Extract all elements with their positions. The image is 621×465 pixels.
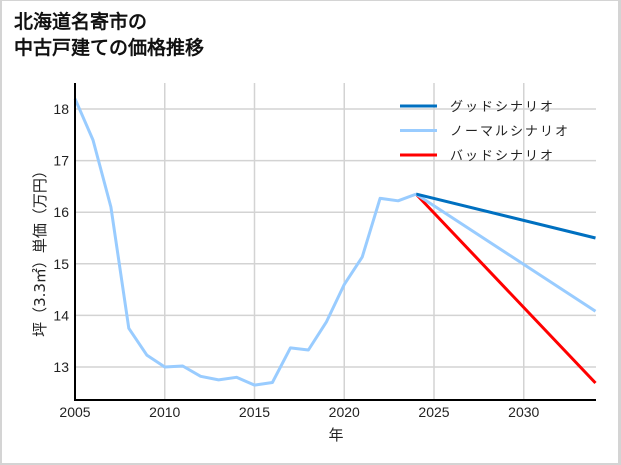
x-tick-label: 2005 xyxy=(59,404,90,420)
y-tick-label: 13 xyxy=(53,359,69,375)
y-tick-label: 18 xyxy=(53,101,69,117)
y-tick-label: 17 xyxy=(53,153,69,169)
x-tick-label: 2025 xyxy=(418,404,449,420)
x-tick-label: 2030 xyxy=(508,404,539,420)
bad-scenario-line xyxy=(415,193,597,385)
x-tick-label: 2010 xyxy=(149,404,180,420)
legend-label: ノーマルシナリオ xyxy=(450,125,570,140)
x-axis-label: 年 xyxy=(328,426,343,444)
y-tick-label: 14 xyxy=(53,307,69,323)
y-tick-label: 15 xyxy=(53,256,69,272)
x-tick-label: 2020 xyxy=(329,404,360,420)
legend-label: バッドシナリオ xyxy=(450,149,555,164)
historical-line xyxy=(73,98,417,387)
good-scenario-line xyxy=(415,192,596,240)
normal-scenario-line xyxy=(415,192,597,313)
chart-title: 北海道名寄市の 中古戸建ての価格推移 xyxy=(14,11,205,59)
legend-label: グッドシナリオ xyxy=(450,100,555,115)
y-axis-label: 坪（3.3㎡）単価（万円） xyxy=(31,163,49,337)
x-tick-label: 2015 xyxy=(239,404,270,420)
y-tick-label: 16 xyxy=(53,204,69,220)
